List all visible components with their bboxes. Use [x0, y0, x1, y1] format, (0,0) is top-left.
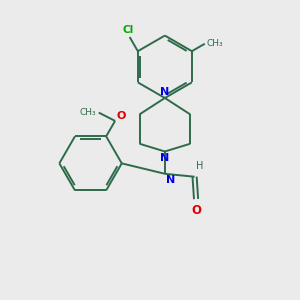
Text: N: N: [166, 175, 176, 185]
Text: Cl: Cl: [122, 25, 134, 34]
Text: CH₃: CH₃: [207, 39, 224, 48]
Text: N: N: [160, 153, 170, 163]
Text: N: N: [160, 86, 170, 97]
Text: CH₃: CH₃: [80, 108, 96, 117]
Text: O: O: [117, 111, 126, 121]
Text: O: O: [191, 203, 201, 217]
Text: H: H: [196, 161, 204, 171]
